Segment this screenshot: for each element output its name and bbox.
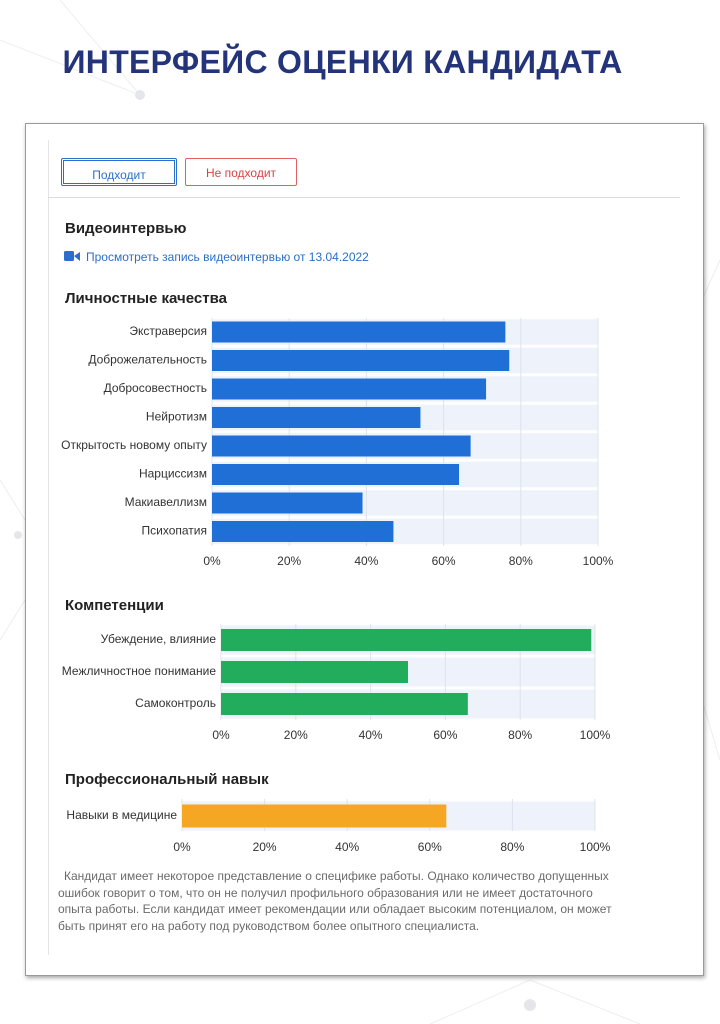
y-tick-label: Нарциссизм [139, 467, 207, 481]
video-link[interactable]: Просмотреть запись видеоинтервью от 13.0… [86, 250, 369, 264]
x-tick-label: 20% [284, 728, 308, 742]
divider [48, 140, 49, 955]
y-tick-label: Навыки в медицине [66, 808, 177, 822]
x-tick-label: 0% [203, 554, 221, 568]
bar [212, 350, 510, 371]
bar [212, 492, 363, 514]
y-tick-label: Доброжелательность [88, 353, 207, 367]
x-tick-label: 20% [253, 840, 277, 854]
x-tick-label: 0% [173, 840, 191, 854]
y-tick-label: Убеждение, влияние [101, 632, 217, 646]
x-tick-label: 60% [433, 728, 457, 742]
bar [221, 629, 592, 651]
section-heading: Компетенции [65, 597, 164, 614]
y-tick-label: Межличностное понимание [62, 664, 217, 678]
y-tick-label: Нейротизм [146, 410, 207, 424]
x-tick-label: 40% [359, 728, 383, 742]
x-tick-label: 100% [583, 554, 614, 568]
accept-button[interactable]: Подходит [61, 158, 177, 186]
x-tick-label: 20% [277, 554, 301, 568]
y-tick-label: Психопатия [142, 524, 207, 538]
y-tick-label: Макиавеллизм [125, 495, 207, 509]
bar [212, 464, 460, 485]
bar [212, 521, 394, 542]
section-heading: Профессиональный навык [65, 771, 269, 788]
summary-text: Кандидат имеет некоторое представление о… [58, 869, 612, 934]
x-tick-label: 40% [354, 554, 378, 568]
x-tick-label: 80% [508, 728, 532, 742]
page-title: ИНТЕРФЕЙС ОЦЕНКИ КАНДИДАТА [62, 44, 623, 80]
x-tick-label: 60% [432, 554, 456, 568]
x-tick-label: 80% [509, 554, 533, 568]
x-tick-label: 40% [335, 840, 359, 854]
x-tick-label: 60% [418, 840, 442, 854]
y-tick-label: Экстраверсия [129, 324, 207, 338]
bar [182, 804, 447, 828]
y-tick-label: Самоконтроль [135, 696, 216, 710]
bar [212, 407, 421, 428]
x-tick-label: 80% [500, 840, 524, 854]
section-heading: Видеоинтервью [65, 220, 187, 237]
x-tick-label: 0% [212, 728, 230, 742]
x-tick-label: 100% [580, 728, 611, 742]
reject-button[interactable]: Не подходит [185, 158, 297, 186]
card [25, 123, 704, 976]
y-tick-label: Добросовестность [104, 381, 207, 395]
bar [221, 661, 408, 683]
bar [212, 378, 487, 400]
y-tick-label: Открытость новому опыту [61, 438, 207, 452]
divider [48, 197, 680, 198]
bar [212, 321, 506, 343]
x-tick-label: 100% [580, 840, 611, 854]
bar [212, 435, 471, 457]
section-heading: Личностные качества [65, 290, 228, 307]
bar [221, 693, 468, 715]
